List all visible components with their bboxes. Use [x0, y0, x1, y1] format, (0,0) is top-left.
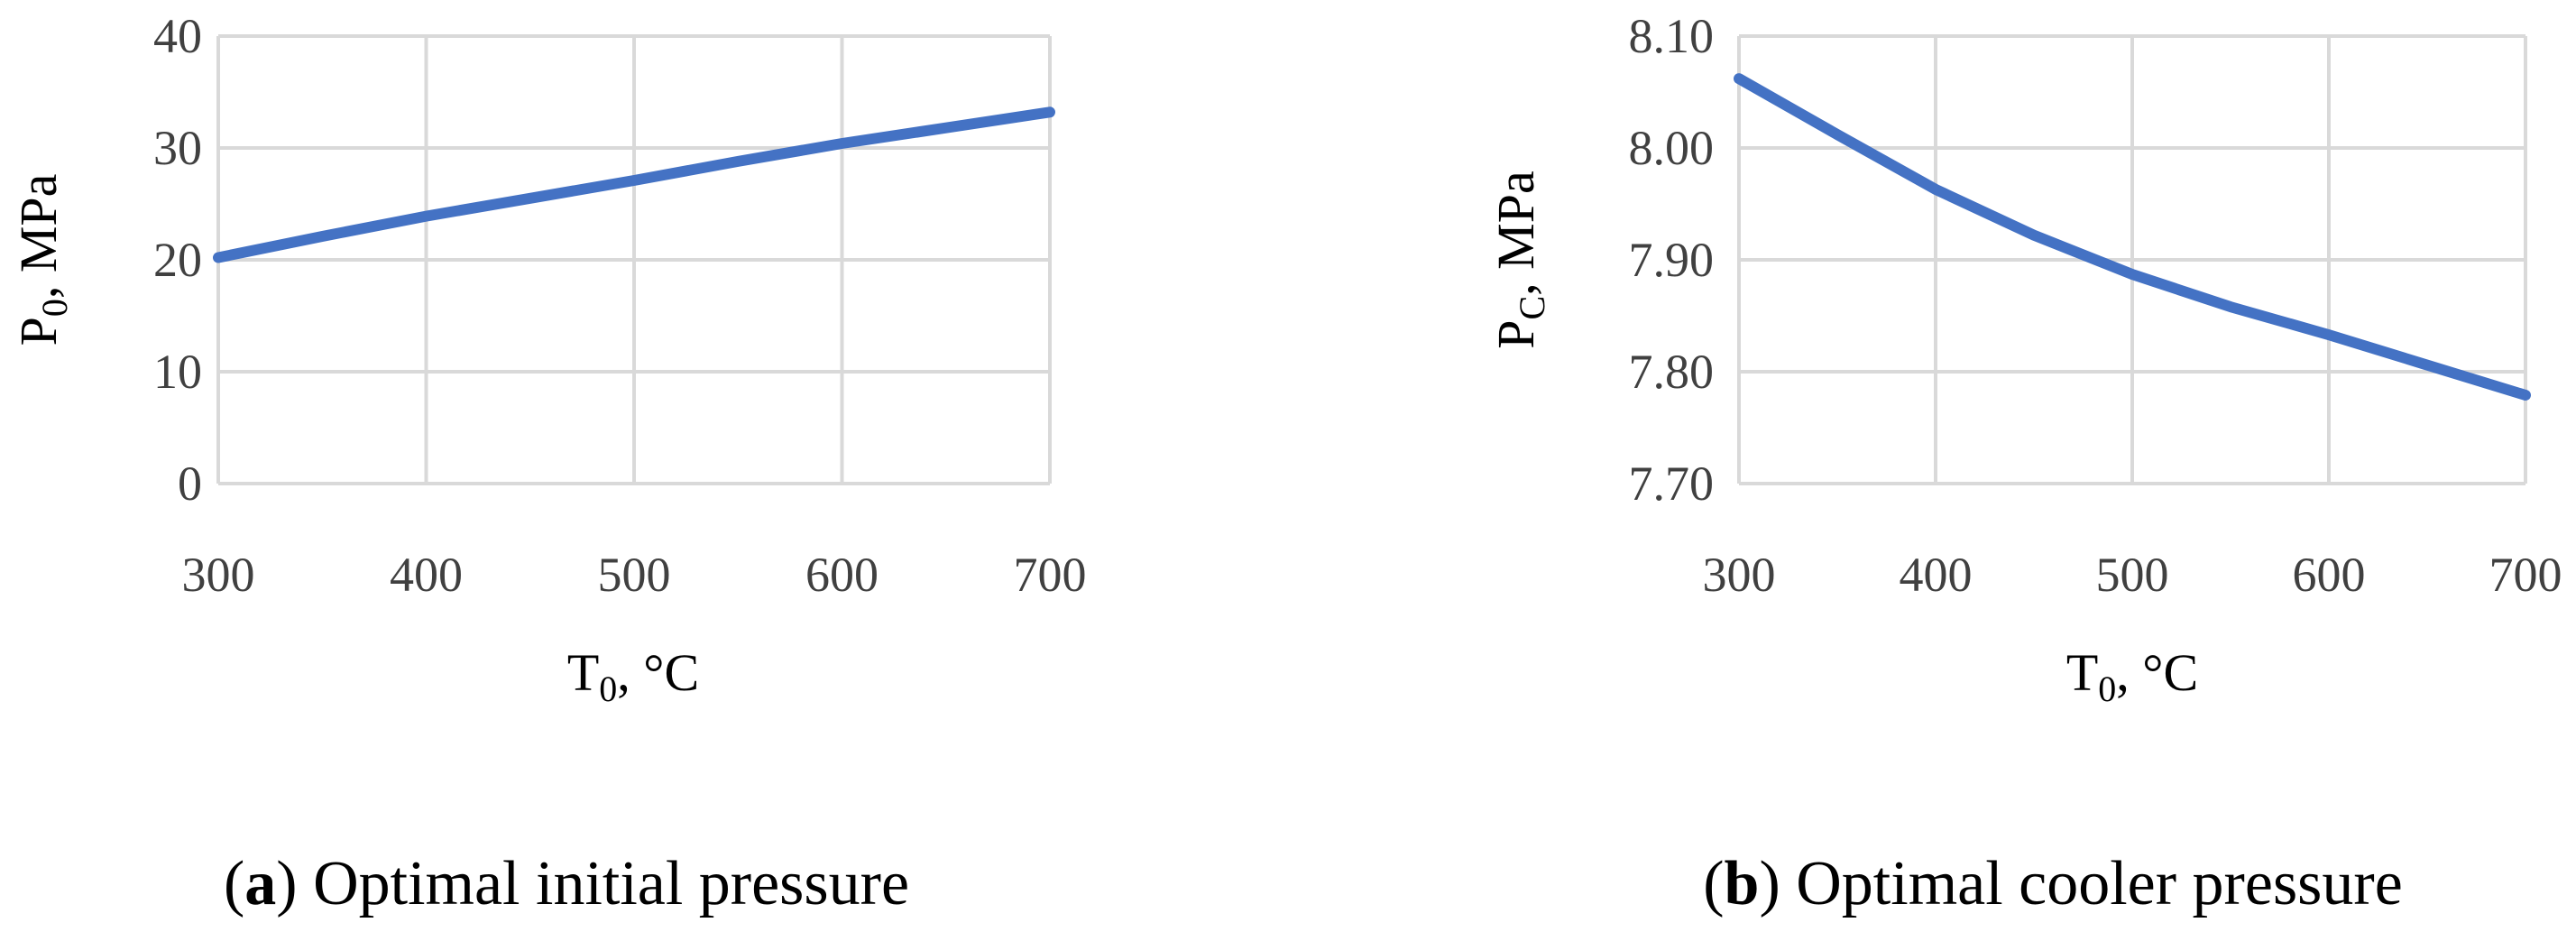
x-axis-label-unit: , °C	[2116, 643, 2198, 702]
x-axis-label-main: T	[2066, 643, 2098, 702]
y-axis-label-subscript: C	[1512, 296, 1552, 320]
y-tick-label: 8.00	[1629, 121, 1715, 175]
y-tick-label: 40	[153, 9, 202, 63]
chart-panel-b: 7.70 7.80 7.90 8.00 8.10 300 400 500 600 700 T0, °…	[1486, 9, 2562, 918]
x-tick-label: 500	[598, 548, 671, 602]
caption-open-paren: (	[1703, 849, 1724, 918]
x-tick-label: 700	[2489, 548, 2562, 602]
y-axis-label: PC, MPa	[1486, 171, 1552, 349]
y-axis-label-main: P	[1486, 320, 1545, 349]
y-axis-label-main: P	[9, 317, 68, 346]
panel-caption: (a) Optimal initial pressure	[224, 849, 909, 918]
caption-open-paren: (	[224, 849, 244, 918]
x-tick-label: 700	[1014, 548, 1087, 602]
y-tick-label: 7.80	[1629, 345, 1715, 399]
x-axis-label-subscript: 0	[599, 669, 617, 709]
caption-letter: a	[244, 849, 276, 918]
x-tick-label: 400	[390, 548, 463, 602]
series-line	[213, 106, 1055, 263]
y-axis-label-unit: , MPa	[9, 174, 68, 300]
x-axis-label: T0, °C	[2066, 643, 2198, 709]
y-tick-label: 20	[153, 233, 202, 287]
y-tick-label: 10	[153, 345, 202, 399]
caption-text: ) Optimal cooler pressure	[1759, 849, 2402, 918]
series-line	[1734, 73, 2531, 401]
x-tick-label: 400	[1900, 548, 1973, 602]
x-tick-label: 300	[182, 548, 255, 602]
y-axis-label-subscript: 0	[34, 299, 75, 317]
x-axis-label-main: T	[567, 643, 599, 702]
caption-letter: b	[1725, 849, 1760, 918]
x-axis-label-unit: , °C	[617, 643, 699, 702]
x-axis-label-subscript: 0	[2098, 669, 2116, 709]
y-tick-label: 7.70	[1629, 457, 1715, 511]
y-axis-label-unit: , MPa	[1486, 171, 1545, 296]
y-tick-label: 30	[153, 121, 202, 175]
caption-text: ) Optimal initial pressure	[276, 849, 909, 918]
y-tick-label: 8.10	[1629, 9, 1715, 63]
x-tick-label: 300	[1703, 548, 1776, 602]
panel-caption: (b) Optimal cooler pressure	[1703, 849, 2403, 918]
y-tick-label: 0	[178, 457, 202, 511]
x-tick-label: 600	[2293, 548, 2366, 602]
x-tick-label: 500	[2096, 548, 2169, 602]
y-tick-label: 7.90	[1629, 233, 1715, 287]
x-axis-label: T0, °C	[567, 643, 699, 709]
x-tick-label: 600	[805, 548, 879, 602]
y-axis-label: P0, MPa	[9, 174, 75, 346]
